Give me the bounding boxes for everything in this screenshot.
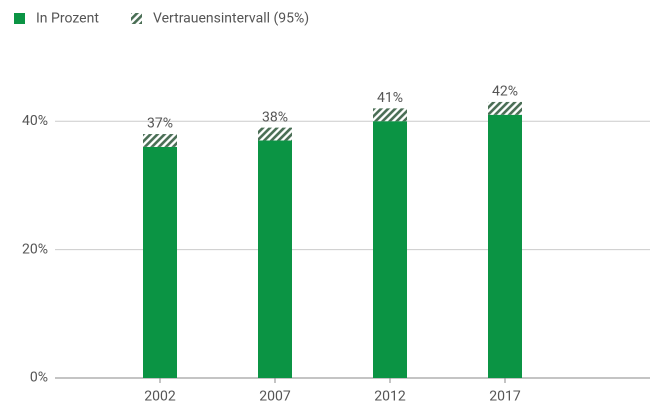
confidence-interval (143, 134, 177, 147)
x-tick-label: 2007 (259, 389, 291, 405)
confidence-interval (373, 108, 407, 122)
y-tick-label: 0% (30, 370, 48, 386)
bar (373, 121, 407, 378)
value-label: 38% (262, 109, 288, 125)
value-label: 42% (492, 84, 518, 100)
legend-swatch (14, 13, 25, 24)
value-label: 41% (377, 90, 403, 106)
value-label: 37% (147, 116, 173, 132)
bar (258, 140, 292, 378)
confidence-interval (258, 127, 292, 141)
legend-label: Vertrauensintervall (95%) (153, 11, 309, 27)
x-tick-label: 2002 (144, 389, 176, 405)
confidence-interval (488, 101, 522, 115)
x-tick-label: 2012 (374, 389, 406, 405)
legend-label: In Prozent (36, 11, 99, 27)
bar (488, 114, 522, 378)
bar (143, 146, 177, 378)
y-tick-label: 40% (22, 113, 48, 129)
legend-swatch-interval (131, 13, 142, 24)
y-tick-label: 20% (22, 241, 48, 257)
x-tick-label: 2017 (489, 389, 521, 405)
